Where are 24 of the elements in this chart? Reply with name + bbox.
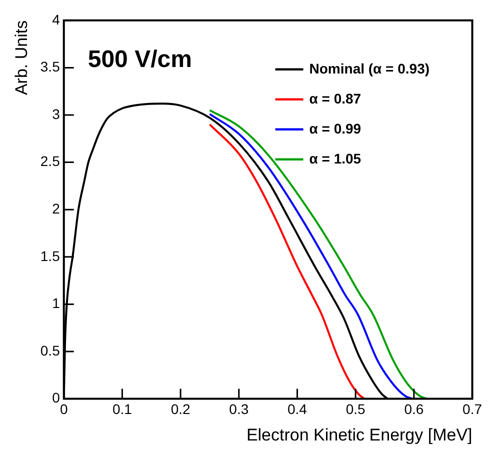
legend-label: Nominal (α = 0.93) bbox=[309, 60, 430, 76]
x-tick-label: 0.4 bbox=[288, 401, 308, 418]
x-tick-label: 0.1 bbox=[112, 401, 132, 418]
x-tick-label: 0.3 bbox=[229, 401, 249, 418]
y-tick-label: 1.5 bbox=[40, 248, 60, 264]
legend-label: α = 0.99 bbox=[309, 120, 362, 136]
y-tick-label: 3.5 bbox=[40, 58, 60, 75]
y-axis-title: Arb. Units bbox=[12, 20, 31, 96]
x-tick-label: 0.7 bbox=[462, 401, 482, 418]
y-tick-label: 0.5 bbox=[40, 342, 60, 358]
x-tick-label: 0.6 bbox=[404, 401, 424, 418]
y-tick-label: 1 bbox=[52, 295, 60, 312]
y-tick-label: 3 bbox=[52, 106, 60, 122]
x-axis-title: Electron Kinetic Energy [MeV] bbox=[246, 425, 472, 444]
line-series bbox=[208, 123, 366, 399]
text: 500 V/cm bbox=[88, 46, 192, 74]
x-tick-label: 0.5 bbox=[346, 401, 366, 418]
legend-label: α = 0.87 bbox=[309, 90, 362, 106]
y-tick-label: 2 bbox=[52, 200, 60, 216]
y-tick-label: 2.5 bbox=[40, 153, 60, 170]
y-tick-label: 0 bbox=[52, 390, 60, 406]
y-tick-label: 4 bbox=[52, 11, 60, 28]
legend-label: α = 1.05 bbox=[309, 150, 362, 166]
x-tick-label: 0.2 bbox=[170, 401, 190, 418]
